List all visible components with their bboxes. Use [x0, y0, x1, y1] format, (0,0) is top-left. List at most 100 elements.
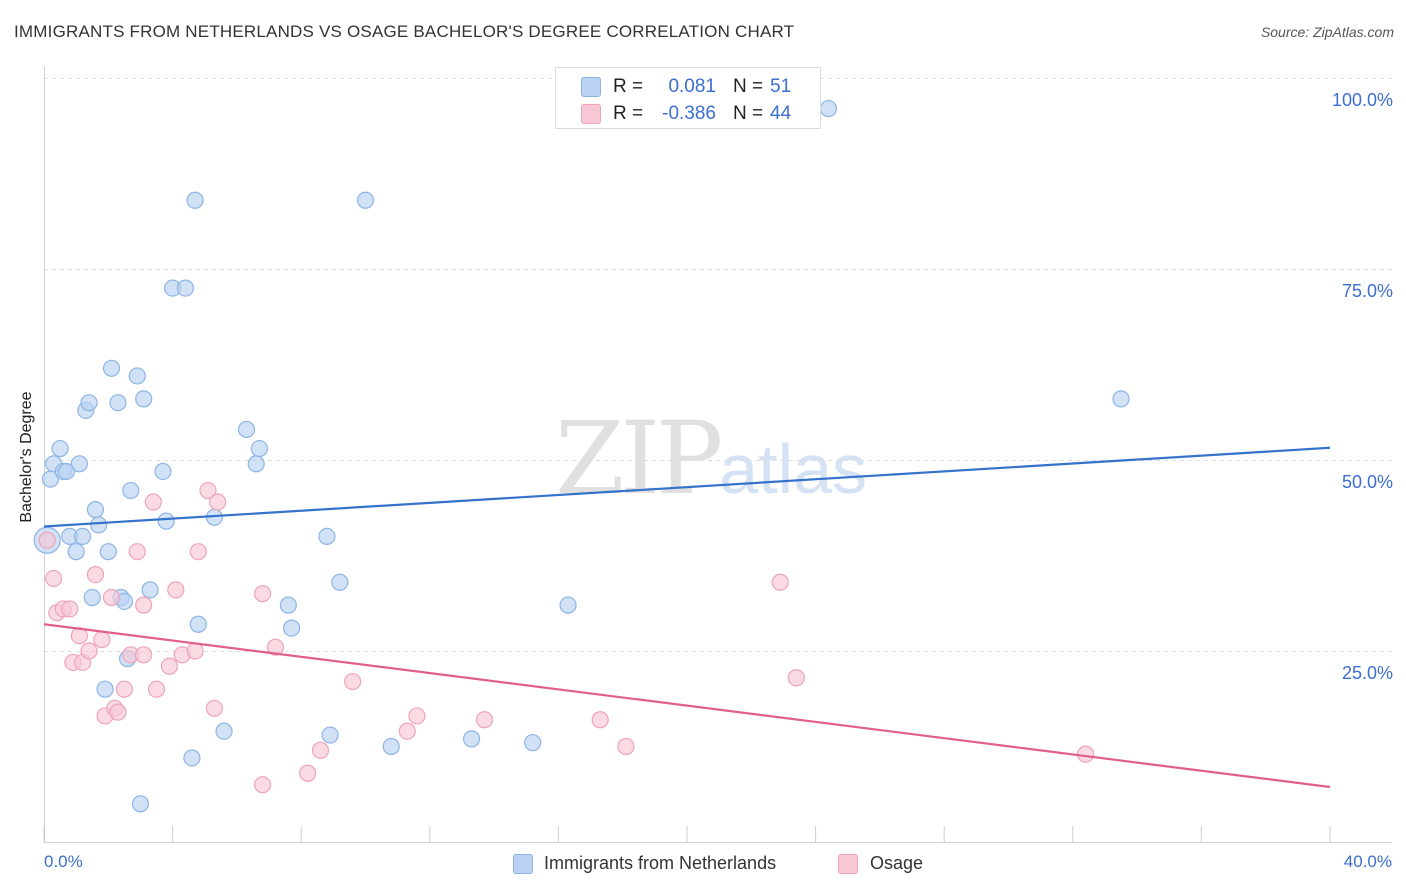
y-tick-label: 25.0%: [1342, 663, 1393, 683]
point-osage: [199, 481, 217, 500]
point-netherlands: [1112, 390, 1130, 408]
point-netherlands: [279, 596, 297, 614]
legend-swatch-osage: [838, 854, 858, 874]
point-netherlands: [176, 279, 195, 297]
point-osage: [311, 741, 330, 759]
point-osage: [61, 600, 79, 618]
point-netherlands: [73, 527, 92, 546]
point-netherlands: [183, 749, 201, 767]
point-netherlands: [86, 501, 105, 519]
point-netherlands: [90, 516, 108, 534]
point-osage: [254, 776, 272, 794]
point-osage: [475, 711, 494, 729]
point-netherlands: [157, 512, 175, 530]
point-osage: [205, 699, 223, 717]
trend-line-netherlands: [43, 446, 1331, 528]
legend-n-label: N =: [733, 103, 764, 124]
point-osage: [209, 493, 227, 511]
point-netherlands: [462, 730, 481, 748]
point-netherlands: [356, 191, 375, 209]
point-netherlands: [96, 680, 114, 698]
x-tick-label-max: 40.0%: [1343, 852, 1392, 871]
point-osage: [128, 543, 146, 561]
y-tick-label: 50.0%: [1342, 472, 1393, 492]
point-osage: [266, 638, 285, 656]
watermark-zip: ZIP: [555, 400, 723, 517]
legend-r-label: R =: [613, 76, 644, 97]
legend-stats-row-netherlands: R = 0.081 N = 51: [556, 74, 820, 100]
point-osage: [771, 573, 789, 591]
point-netherlands: [215, 722, 233, 740]
point-netherlands: [109, 394, 127, 412]
point-osage: [344, 672, 362, 691]
point-netherlands: [154, 462, 172, 481]
legend-r-value: 0.081: [668, 76, 716, 97]
point-netherlands: [80, 394, 98, 412]
legend-swatch-netherlands: [513, 854, 533, 874]
point-osage: [1077, 745, 1095, 763]
point-netherlands: [524, 734, 542, 752]
point-osage: [254, 585, 272, 603]
point-osage: [160, 657, 178, 675]
point-netherlands: [819, 99, 838, 118]
legend-n-value: 44: [770, 103, 792, 124]
point-osage: [189, 543, 207, 561]
point-osage: [787, 669, 805, 687]
point-netherlands: [57, 462, 76, 481]
point-osage: [617, 737, 635, 756]
point-netherlands: [318, 527, 336, 546]
point-netherlands: [331, 573, 349, 591]
point-netherlands: [70, 455, 88, 473]
legend-swatch-netherlands: [581, 77, 601, 97]
point-osage: [109, 703, 127, 721]
point-osage: [408, 707, 426, 725]
watermark: ZIPatlas: [555, 400, 867, 517]
legend-label-netherlands: Immigrants from Netherlands: [544, 853, 777, 873]
point-netherlands: [102, 359, 121, 377]
point-netherlands: [131, 795, 150, 813]
point-osage: [45, 569, 63, 588]
source-label: Source: ZipAtlas.com: [1260, 24, 1394, 40]
y-tick-label: 75.0%: [1342, 281, 1393, 301]
point-netherlands: [237, 420, 256, 439]
trend-line-osage: [43, 623, 1331, 789]
point-osage: [86, 565, 105, 584]
point-netherlands: [559, 596, 577, 614]
point-osage: [299, 764, 317, 782]
point-osage: [115, 680, 133, 698]
point-osage: [591, 711, 609, 729]
legend-label-osage: Osage: [870, 853, 924, 873]
point-netherlands: [186, 191, 204, 209]
legend-series: Immigrants from Netherlands Osage: [0, 852, 1406, 878]
point-netherlands: [250, 439, 269, 458]
point-netherlands: [189, 615, 207, 633]
chart-title: IMMIGRANTS FROM NETHERLANDS VS OSAGE BAC…: [14, 22, 795, 41]
legend-r-value: -0.386: [662, 103, 716, 124]
point-osage: [93, 630, 111, 649]
point-netherlands: [128, 367, 146, 385]
legend-stats-row-osage: R = -0.386 N = 44: [556, 101, 820, 127]
point-osage: [147, 680, 166, 698]
point-osage: [167, 581, 185, 599]
point-osage: [102, 588, 121, 607]
legend-stats: R = 0.081 N = 51 R = -0.386 N = 44: [555, 67, 821, 129]
point-osage: [186, 642, 204, 660]
point-osage: [38, 531, 56, 549]
legend-r-label: R =: [613, 103, 644, 124]
legend-n-label: N =: [733, 76, 764, 97]
point-netherlands: [51, 439, 69, 458]
point-osage: [398, 722, 416, 740]
point-osage: [135, 596, 153, 614]
point-netherlands: [321, 726, 339, 744]
point-netherlands: [141, 581, 159, 599]
point-osage: [80, 642, 98, 660]
point-netherlands: [247, 455, 265, 473]
legend-n-value: 51: [770, 76, 792, 97]
point-netherlands: [83, 588, 101, 607]
point-osage: [135, 646, 153, 664]
point-netherlands: [282, 619, 301, 637]
y-tick-label: 100.0%: [1332, 90, 1393, 110]
point-netherlands: [135, 390, 153, 408]
x-tick-label-min: 0.0%: [44, 852, 83, 871]
